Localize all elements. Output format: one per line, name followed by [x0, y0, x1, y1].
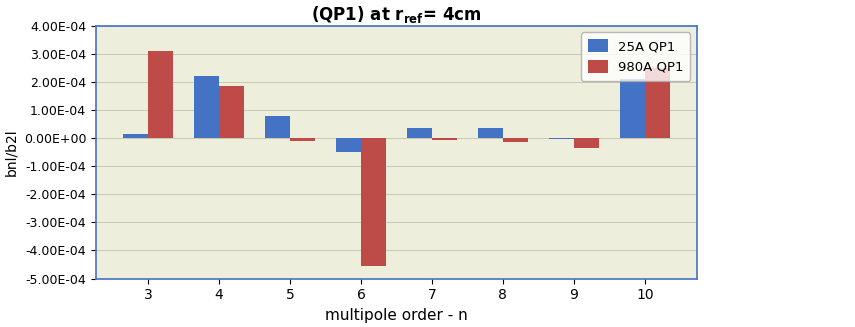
Bar — [407, 128, 432, 138]
Bar — [123, 134, 148, 138]
Title: (QP1) at r$_{\mathregular{ref}}$= 4cm: (QP1) at r$_{\mathregular{ref}}$= 4cm — [311, 4, 481, 25]
Bar — [361, 138, 386, 266]
Bar — [503, 138, 528, 142]
Legend: 25A QP1, 980A QP1: 25A QP1, 980A QP1 — [581, 32, 690, 80]
Bar — [549, 138, 574, 140]
Bar — [194, 76, 219, 138]
Bar — [432, 138, 457, 140]
Bar — [478, 128, 503, 138]
Bar — [265, 116, 290, 138]
Bar — [148, 51, 173, 138]
Bar — [336, 138, 361, 152]
Bar — [574, 138, 598, 148]
Bar — [219, 86, 244, 138]
Y-axis label: bnl/b2l: bnl/b2l — [4, 128, 18, 176]
X-axis label: multipole order - n: multipole order - n — [325, 308, 468, 323]
Bar — [620, 79, 645, 138]
Bar — [290, 138, 315, 142]
Bar — [645, 68, 669, 138]
